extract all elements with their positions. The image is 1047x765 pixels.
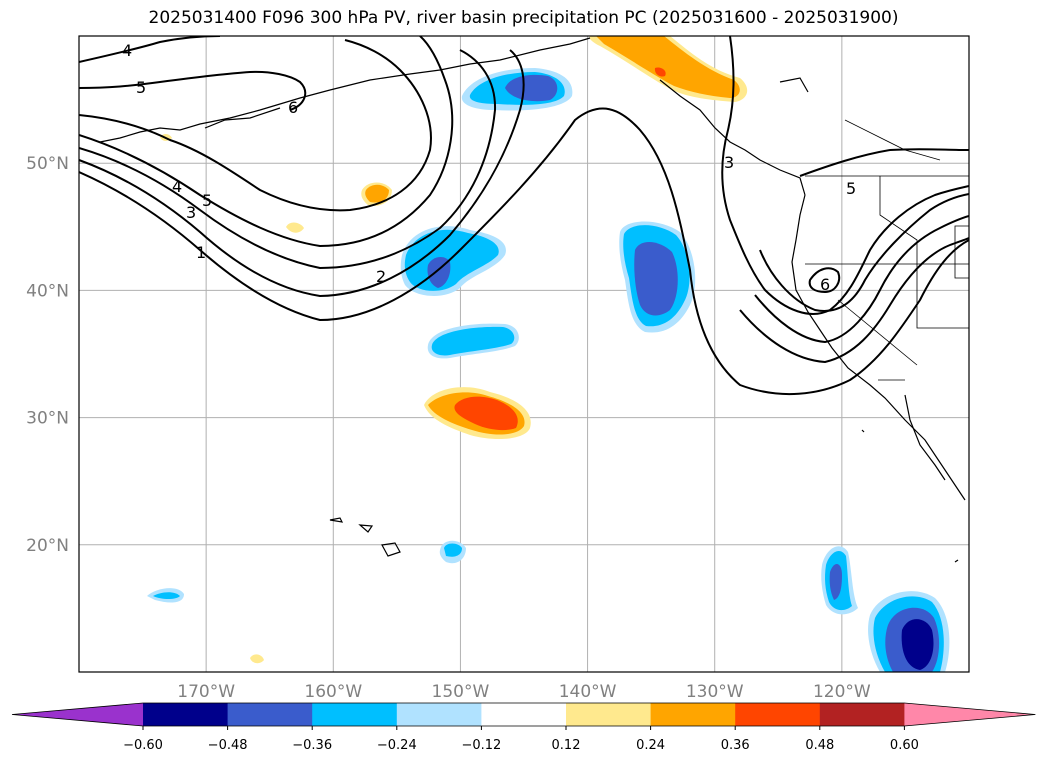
contour-label: 5 (202, 191, 212, 210)
coastlines (99, 37, 966, 563)
latitude-label: 40°N (26, 281, 69, 301)
contour-label: 6 (820, 275, 830, 294)
colorbar-tick-label: 0.48 (805, 738, 834, 753)
pv-contour-labels: 4 5 6 4 3 5 1 2 3 5 6 (122, 41, 856, 294)
colorbar (11, 702, 1036, 727)
contour-label: 3 (186, 203, 196, 222)
colorbar-segment (819, 703, 905, 726)
colorbar-segment (566, 703, 652, 726)
colorbar-segment (143, 703, 229, 726)
contour-label: 2 (376, 267, 386, 286)
contour-label: 5 (136, 78, 146, 97)
precip-positive-region (365, 184, 389, 203)
longitude-label: 160°W (304, 682, 362, 702)
contour-label: 3 (724, 153, 734, 172)
precip-negative-region (829, 564, 842, 600)
plot-area (79, 36, 969, 672)
colorbar-tick-label: 0.60 (890, 738, 919, 753)
pv-contour (79, 70, 307, 111)
pv-contour (721, 36, 969, 315)
pv-contour (79, 36, 221, 63)
longitude-label: 150°W (432, 682, 490, 702)
plot-frame (78, 35, 970, 673)
longitude-label: 130°W (686, 682, 744, 702)
precip-positive-region (596, 36, 740, 98)
contour-label: 5 (846, 179, 856, 198)
precip-negative-region (153, 592, 180, 599)
pv-contour (739, 237, 969, 364)
precip-positive-region (286, 222, 304, 233)
contour-label: 6 (288, 98, 298, 117)
colorbar-tick-label: −0.36 (292, 738, 332, 753)
contour-label: 4 (122, 41, 132, 60)
colorbar-tick-label: −0.48 (208, 738, 248, 753)
contour-label: 4 (172, 177, 182, 196)
pv-contour (79, 49, 525, 298)
colorbar-segment (227, 703, 313, 726)
precip-negative-region (634, 241, 678, 316)
pv-contour (79, 39, 432, 212)
colorbar-tick-label: 0.36 (721, 738, 750, 753)
colorbar-tick-label: 0.24 (636, 738, 665, 753)
political-borders (805, 119, 969, 381)
latitude-labels: 20°N 30°N 40°N 50°N (26, 154, 69, 556)
pv-contours (79, 36, 969, 395)
pv-contour (754, 215, 969, 344)
precip-positive-region (454, 396, 518, 431)
precip-negative-region (901, 619, 934, 670)
latitude-label: 30°N (26, 409, 69, 429)
colorbar-tick-label: −0.24 (377, 738, 417, 753)
colorbar-segment (481, 703, 567, 726)
longitude-label: 120°W (813, 682, 871, 702)
colorbar-segment (735, 703, 821, 726)
colorbar-tick-label: −0.60 (123, 738, 163, 753)
pv-contour (759, 193, 969, 312)
colorbar-segment (396, 703, 482, 726)
contour-label: 1 (196, 243, 206, 262)
pv-contour (79, 107, 969, 395)
latitude-label: 20°N (26, 536, 69, 556)
longitude-label: 170°W (177, 682, 235, 702)
precip-positive-region (250, 654, 264, 664)
pv-contour (79, 36, 454, 248)
longitude-label: 140°W (559, 682, 617, 702)
gridlines (79, 36, 969, 672)
colorbar-tick-label: −0.12 (461, 738, 501, 753)
precip-negative-region (505, 74, 558, 102)
pv-contour (79, 49, 497, 270)
colorbar-extend-high (904, 703, 1036, 726)
colorbar-tick-labels: −0.60 −0.48 −0.36 −0.24 −0.12 0.12 0.24 0.36 0.4… (123, 726, 919, 753)
pv-contour (808, 267, 841, 294)
colorbar-segment (650, 703, 736, 726)
precip-negative-region (431, 326, 515, 356)
colorbar-tick-label: 0.12 (552, 738, 581, 753)
latitude-label: 50°N (26, 154, 69, 174)
precip-negative-region (444, 543, 462, 557)
precip-positive-region (654, 67, 666, 77)
longitude-labels: 170°W 160°W 150°W 140°W 130°W 120°W (177, 682, 871, 702)
colorbar-extend-low (12, 703, 143, 726)
pv-contour (799, 148, 969, 177)
map-title: 2025031400 F096 300 hPa PV, river basin … (148, 8, 899, 28)
colorbar-segment (312, 703, 398, 726)
